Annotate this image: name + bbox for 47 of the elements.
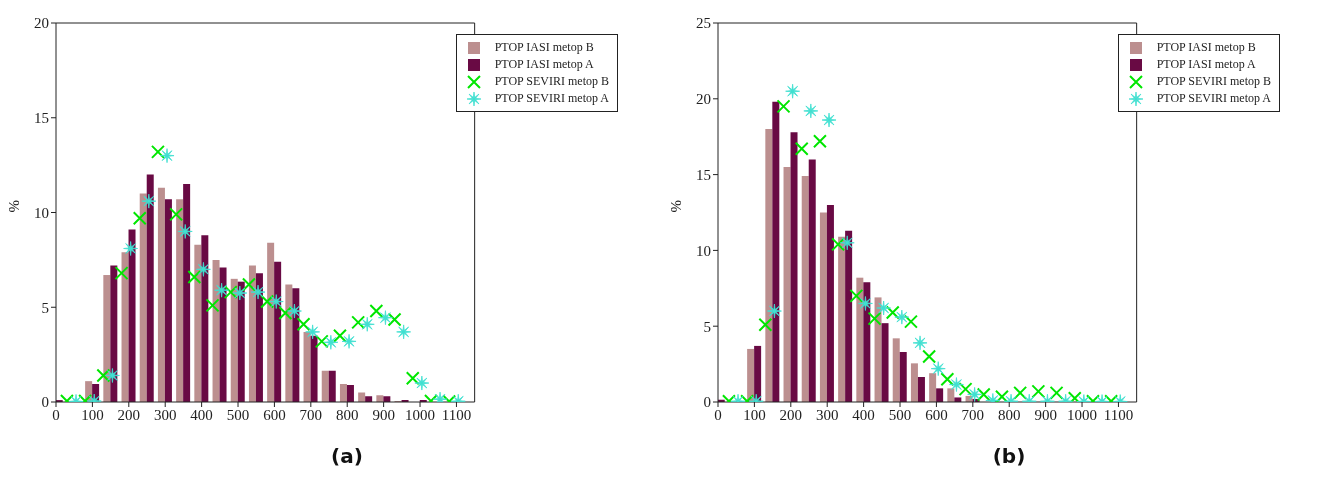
x-tick-label: 800 (997, 406, 1021, 423)
x-tick-label: 100 (81, 406, 104, 423)
x-tick-label: 100 (743, 406, 766, 423)
y-tick-label: 20 (34, 15, 49, 32)
legend-label: PTOP IASI metop A (1156, 56, 1256, 73)
legend-label: PTOP SEVIRI metop B (1156, 73, 1271, 90)
x-tick-label: 600 (925, 406, 948, 423)
x-tick-label: 1100 (441, 406, 472, 423)
y-tick-label: 15 (696, 166, 711, 183)
y-tick-label: 15 (34, 110, 49, 127)
x-tick-label: 500 (888, 406, 912, 423)
x-tick-label: 800 (335, 406, 359, 423)
x-tick-label: 300 (153, 406, 177, 423)
y-tick-label: 0 (41, 394, 49, 411)
legend-label: PTOP IASI metop B (1156, 39, 1256, 56)
x-tick-label: 300 (815, 406, 839, 423)
x-tick-label: 1000 (405, 406, 436, 423)
x-tick-label: 400 (852, 406, 875, 423)
x-tick-label: 900 (1034, 406, 1057, 423)
y-tick-label: 25 (696, 15, 711, 32)
x-tick-label: 700 (961, 406, 985, 423)
x-tick-label: 600 (263, 406, 286, 423)
legend-label: PTOP IASI metop B (494, 39, 594, 56)
x-tick-label: 700 (299, 406, 323, 423)
x-tick-label: 0 (714, 406, 722, 423)
x-tick-label: 900 (372, 406, 395, 423)
y-tick-label: 20 (696, 91, 711, 108)
legend-label: PTOP SEVIRI metop A (1156, 90, 1271, 107)
y-tick-label: 0 (703, 394, 711, 411)
legend-label: PTOP IASI metop A (494, 56, 594, 73)
legend-label: PTOP SEVIRI metop B (494, 73, 609, 90)
text: (b) (991, 444, 1027, 468)
y-axis-title: % (668, 200, 685, 213)
y-tick-label: 10 (696, 242, 711, 259)
y-axis-title: % (6, 200, 23, 213)
x-tick-label: 0 (52, 406, 60, 423)
legend-label: PTOP SEVIRI metop A (494, 90, 609, 107)
x-tick-label: 200 (117, 406, 141, 423)
y-tick-label: 5 (41, 299, 49, 316)
x-tick-label: 200 (779, 406, 803, 423)
x-tick-label: 1100 (1103, 406, 1134, 423)
y-tick-label: 10 (34, 204, 49, 221)
x-tick-label: 500 (226, 406, 250, 423)
y-tick-label: 5 (703, 318, 711, 335)
x-tick-label: 400 (190, 406, 213, 423)
x-tick-label: 1000 (1067, 406, 1098, 423)
text: (a) (330, 444, 364, 468)
